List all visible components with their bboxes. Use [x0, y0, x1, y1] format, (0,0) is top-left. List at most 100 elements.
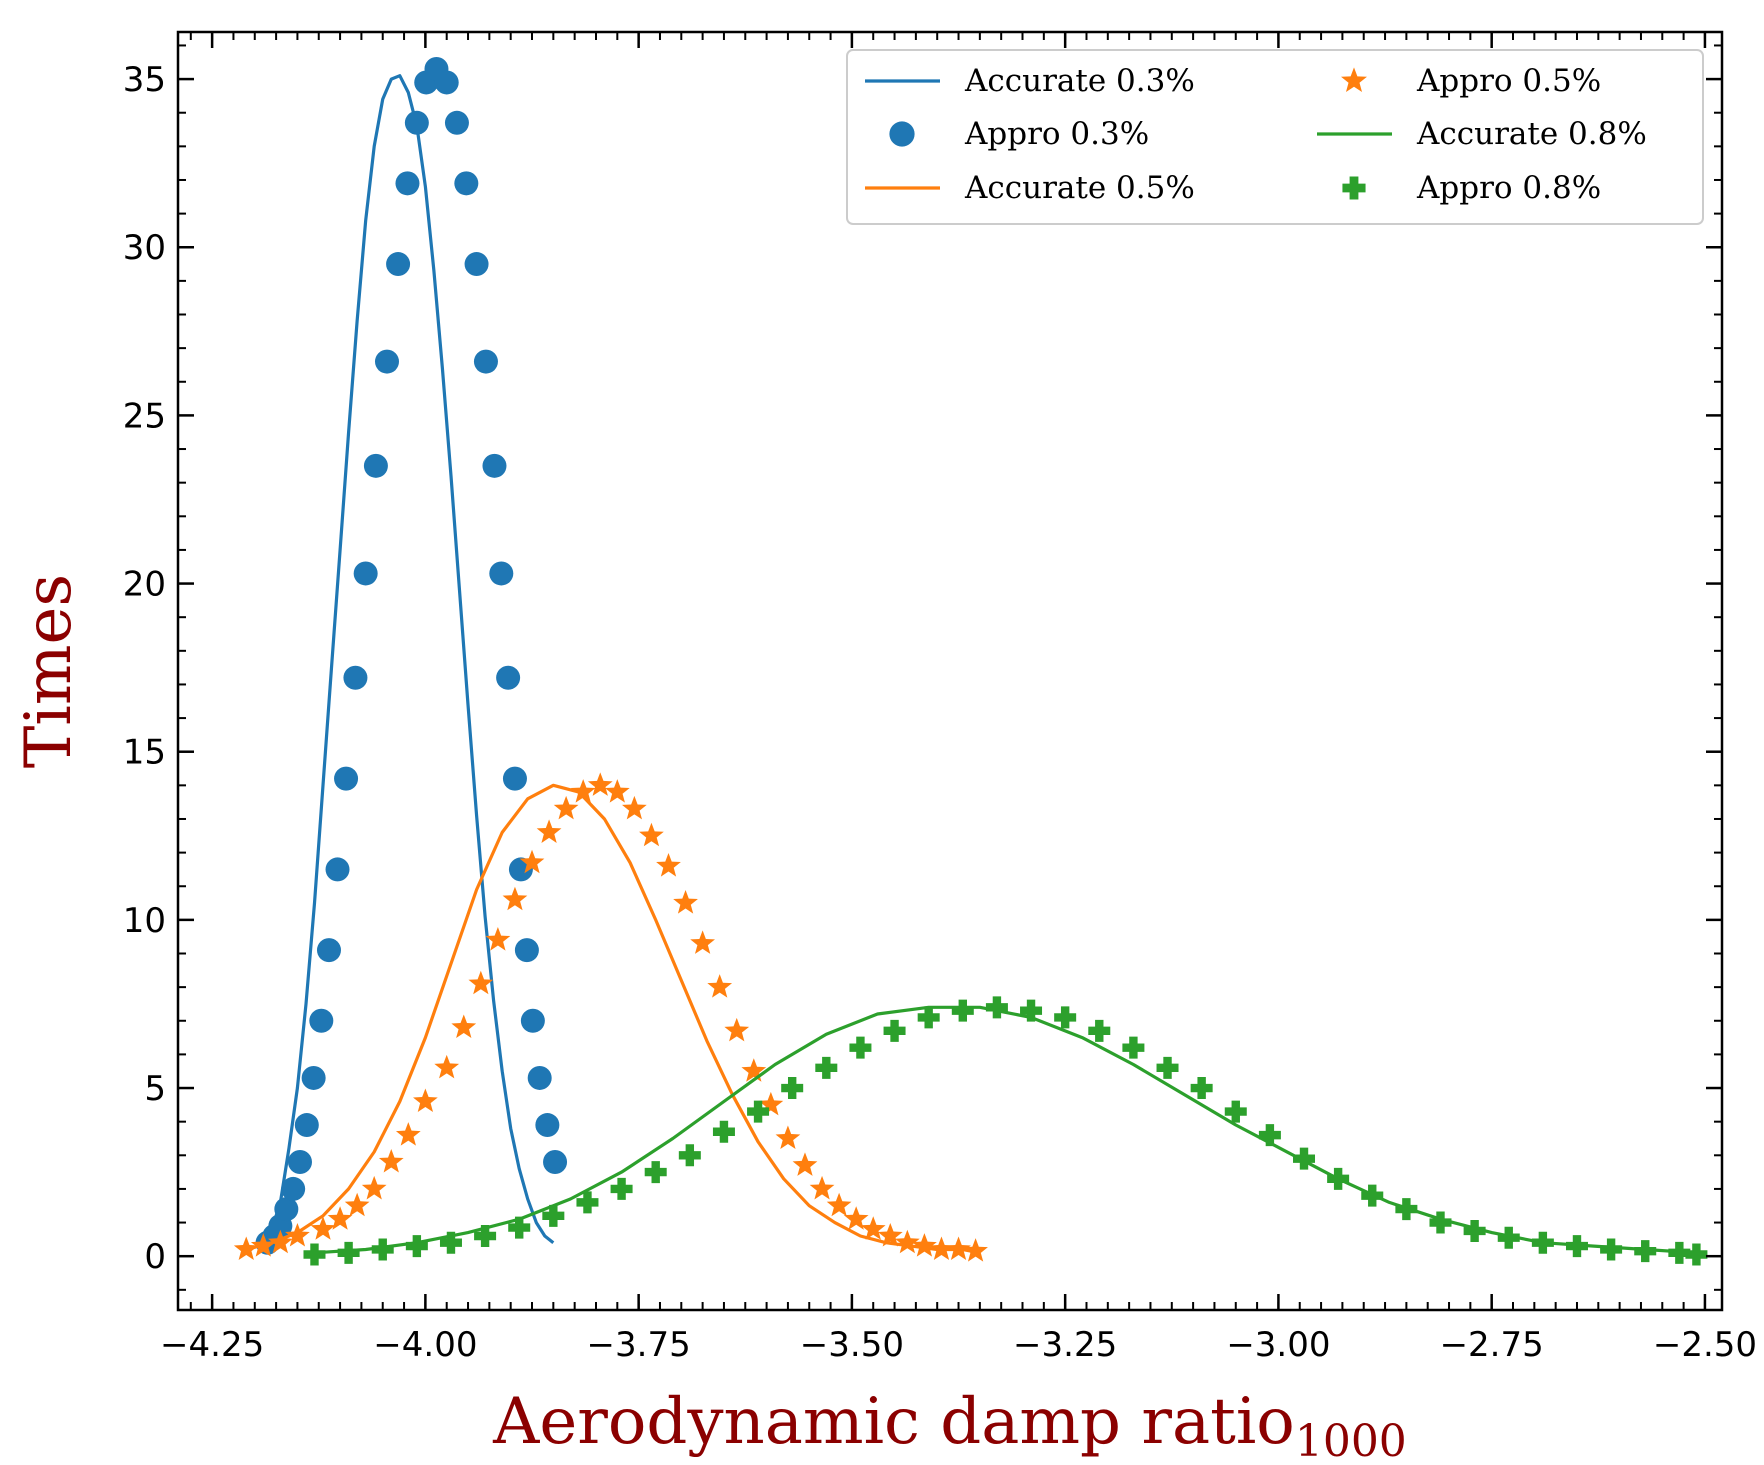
data-point-appro-0-3	[281, 1176, 306, 1201]
data-point-appro-0-8	[747, 1100, 770, 1123]
data-point-appro-0-5	[502, 886, 528, 911]
legend-label: Accurate 0.3%	[964, 63, 1195, 99]
data-point-appro-0-3	[543, 1150, 568, 1175]
axis-ticks: −4.25 −4.00 −3.75 −3.50 −3.25 −3.00 −2.75 −2.50…	[123, 32, 1757, 1365]
data-point-appro-0-5	[553, 795, 579, 820]
data-point-appro-0-8	[1668, 1241, 1691, 1264]
data-point-appro-0-3	[334, 766, 359, 791]
data-point-appro-0-3	[294, 1113, 319, 1138]
legend-box	[846, 49, 1704, 225]
data-point-appro-0-5	[860, 1216, 886, 1240]
data-point-appro-0-3	[309, 1008, 334, 1033]
legend: Accurate 0.3% Appro 0.3% Accurate 0.5% Appr…	[846, 49, 1704, 225]
data-point-appro-0-8	[1395, 1198, 1418, 1221]
data-point-appro-0-5	[344, 1192, 370, 1217]
data-point-appro-0-8	[815, 1056, 838, 1079]
data-point-appro-0-5	[268, 1229, 293, 1254]
data-point-appro-0-5	[894, 1229, 920, 1254]
data-point-appro-0-3	[454, 171, 479, 196]
data-point-appro-0-8	[883, 1019, 906, 1042]
data-point-appro-0-5	[690, 930, 715, 954]
data-point-appro-0-3	[353, 561, 378, 586]
data-point-appro-0-8	[985, 996, 1008, 1019]
legend-entry: Accurate 0.3%	[865, 63, 1195, 99]
data-point-appro-0-3	[514, 938, 539, 963]
legend-label: Appro 0.8%	[1416, 170, 1601, 206]
data-point-appro-0-5	[707, 974, 733, 998]
y-tick-label: 30	[123, 228, 166, 268]
data-point-appro-0-5	[536, 819, 562, 843]
data-point-appro-0-5	[929, 1236, 954, 1260]
data-point-appro-0-3	[316, 938, 341, 963]
data-point-appro-0-3	[287, 1150, 312, 1175]
data-point-appro-0-8	[542, 1204, 565, 1227]
data-point-appro-0-8	[1224, 1100, 1247, 1123]
data-point-appro-0-5	[724, 1017, 750, 1042]
data-point-appro-0-8	[678, 1144, 701, 1167]
data-point-appro-0-8	[1054, 1006, 1077, 1029]
data-point-appro-0-5	[639, 822, 664, 847]
data-point-appro-0-5	[395, 1122, 421, 1146]
data-point-appro-0-8	[1258, 1124, 1281, 1147]
data-point-appro-0-8	[781, 1077, 804, 1100]
data-point-appro-0-3	[520, 1008, 545, 1033]
series-appro-0-8	[303, 996, 1708, 1266]
legend-label: Accurate 0.5%	[964, 170, 1195, 206]
legend-entry: Appro 0.5%	[1341, 63, 1601, 99]
data-point-appro-0-5	[485, 927, 511, 951]
data-point-appro-0-8	[951, 999, 974, 1022]
data-point-appro-0-3	[489, 561, 514, 586]
data-point-appro-0-5	[327, 1206, 353, 1230]
data-point-appro-0-3	[325, 857, 350, 882]
data-point-appro-0-5	[775, 1125, 801, 1149]
data-point-appro-0-3	[527, 1065, 552, 1090]
plot-frame	[176, 30, 1724, 1312]
data-point-appro-0-8	[1685, 1243, 1708, 1266]
data-point-appro-0-5	[310, 1216, 336, 1240]
data-point-appro-0-8	[474, 1225, 497, 1248]
series-line-accurate-0-8	[314, 1005, 1697, 1255]
data-point-appro-0-8	[508, 1216, 531, 1239]
x-tick-label: −4.00	[373, 1325, 477, 1365]
data-point-appro-0-8	[712, 1120, 735, 1143]
data-point-appro-0-3	[301, 1065, 326, 1090]
data-point-appro-0-5	[361, 1175, 387, 1200]
data-point-appro-0-8	[1190, 1077, 1213, 1100]
series-accurate-0-5	[245, 783, 981, 1255]
data-point-appro-0-8	[439, 1231, 462, 1254]
data-point-appro-0-3	[386, 252, 411, 277]
legend-marker-swatch	[1342, 176, 1366, 200]
data-point-appro-0-3	[473, 349, 498, 374]
x-axis-title: Aerodynamic damp ratio1000	[492, 1385, 1407, 1465]
plot-area	[178, 32, 1722, 1310]
data-point-appro-0-5	[587, 772, 613, 796]
data-point-appro-0-3	[482, 453, 507, 478]
legend-label: Accurate 0.8%	[1416, 116, 1647, 152]
x-tick-label: −3.25	[1013, 1325, 1117, 1365]
data-point-appro-0-3	[535, 1113, 560, 1138]
data-point-appro-0-8	[610, 1177, 633, 1200]
data-point-appro-0-8	[1600, 1238, 1623, 1261]
data-point-appro-0-5	[285, 1223, 310, 1247]
data-point-appro-0-8	[1463, 1219, 1486, 1242]
x-axis-title-subscript: 1000	[1295, 1416, 1407, 1465]
data-point-appro-0-8	[405, 1235, 428, 1258]
data-point-appro-0-8	[644, 1161, 667, 1184]
series-appro-0-3	[255, 56, 568, 1255]
data-point-appro-0-5	[741, 1058, 767, 1082]
data-point-appro-0-5	[758, 1091, 784, 1116]
data-point-appro-0-8	[1122, 1036, 1145, 1059]
data-point-appro-0-3	[343, 665, 368, 690]
y-tick-label: 20	[123, 565, 166, 605]
data-point-appro-0-8	[303, 1243, 326, 1266]
data-point-appro-0-5	[622, 795, 647, 820]
data-point-appro-0-5	[468, 970, 494, 995]
legend-entry: Accurate 0.5%	[865, 170, 1195, 206]
x-tick-label: −2.50	[1653, 1325, 1757, 1365]
data-point-appro-0-5	[233, 1236, 259, 1260]
series-line-accurate-0-5	[245, 783, 981, 1255]
data-point-appro-0-3	[274, 1197, 299, 1222]
data-point-appro-0-8	[1361, 1184, 1384, 1207]
data-point-appro-0-8	[1020, 999, 1043, 1022]
data-point-appro-0-8	[1565, 1235, 1588, 1258]
